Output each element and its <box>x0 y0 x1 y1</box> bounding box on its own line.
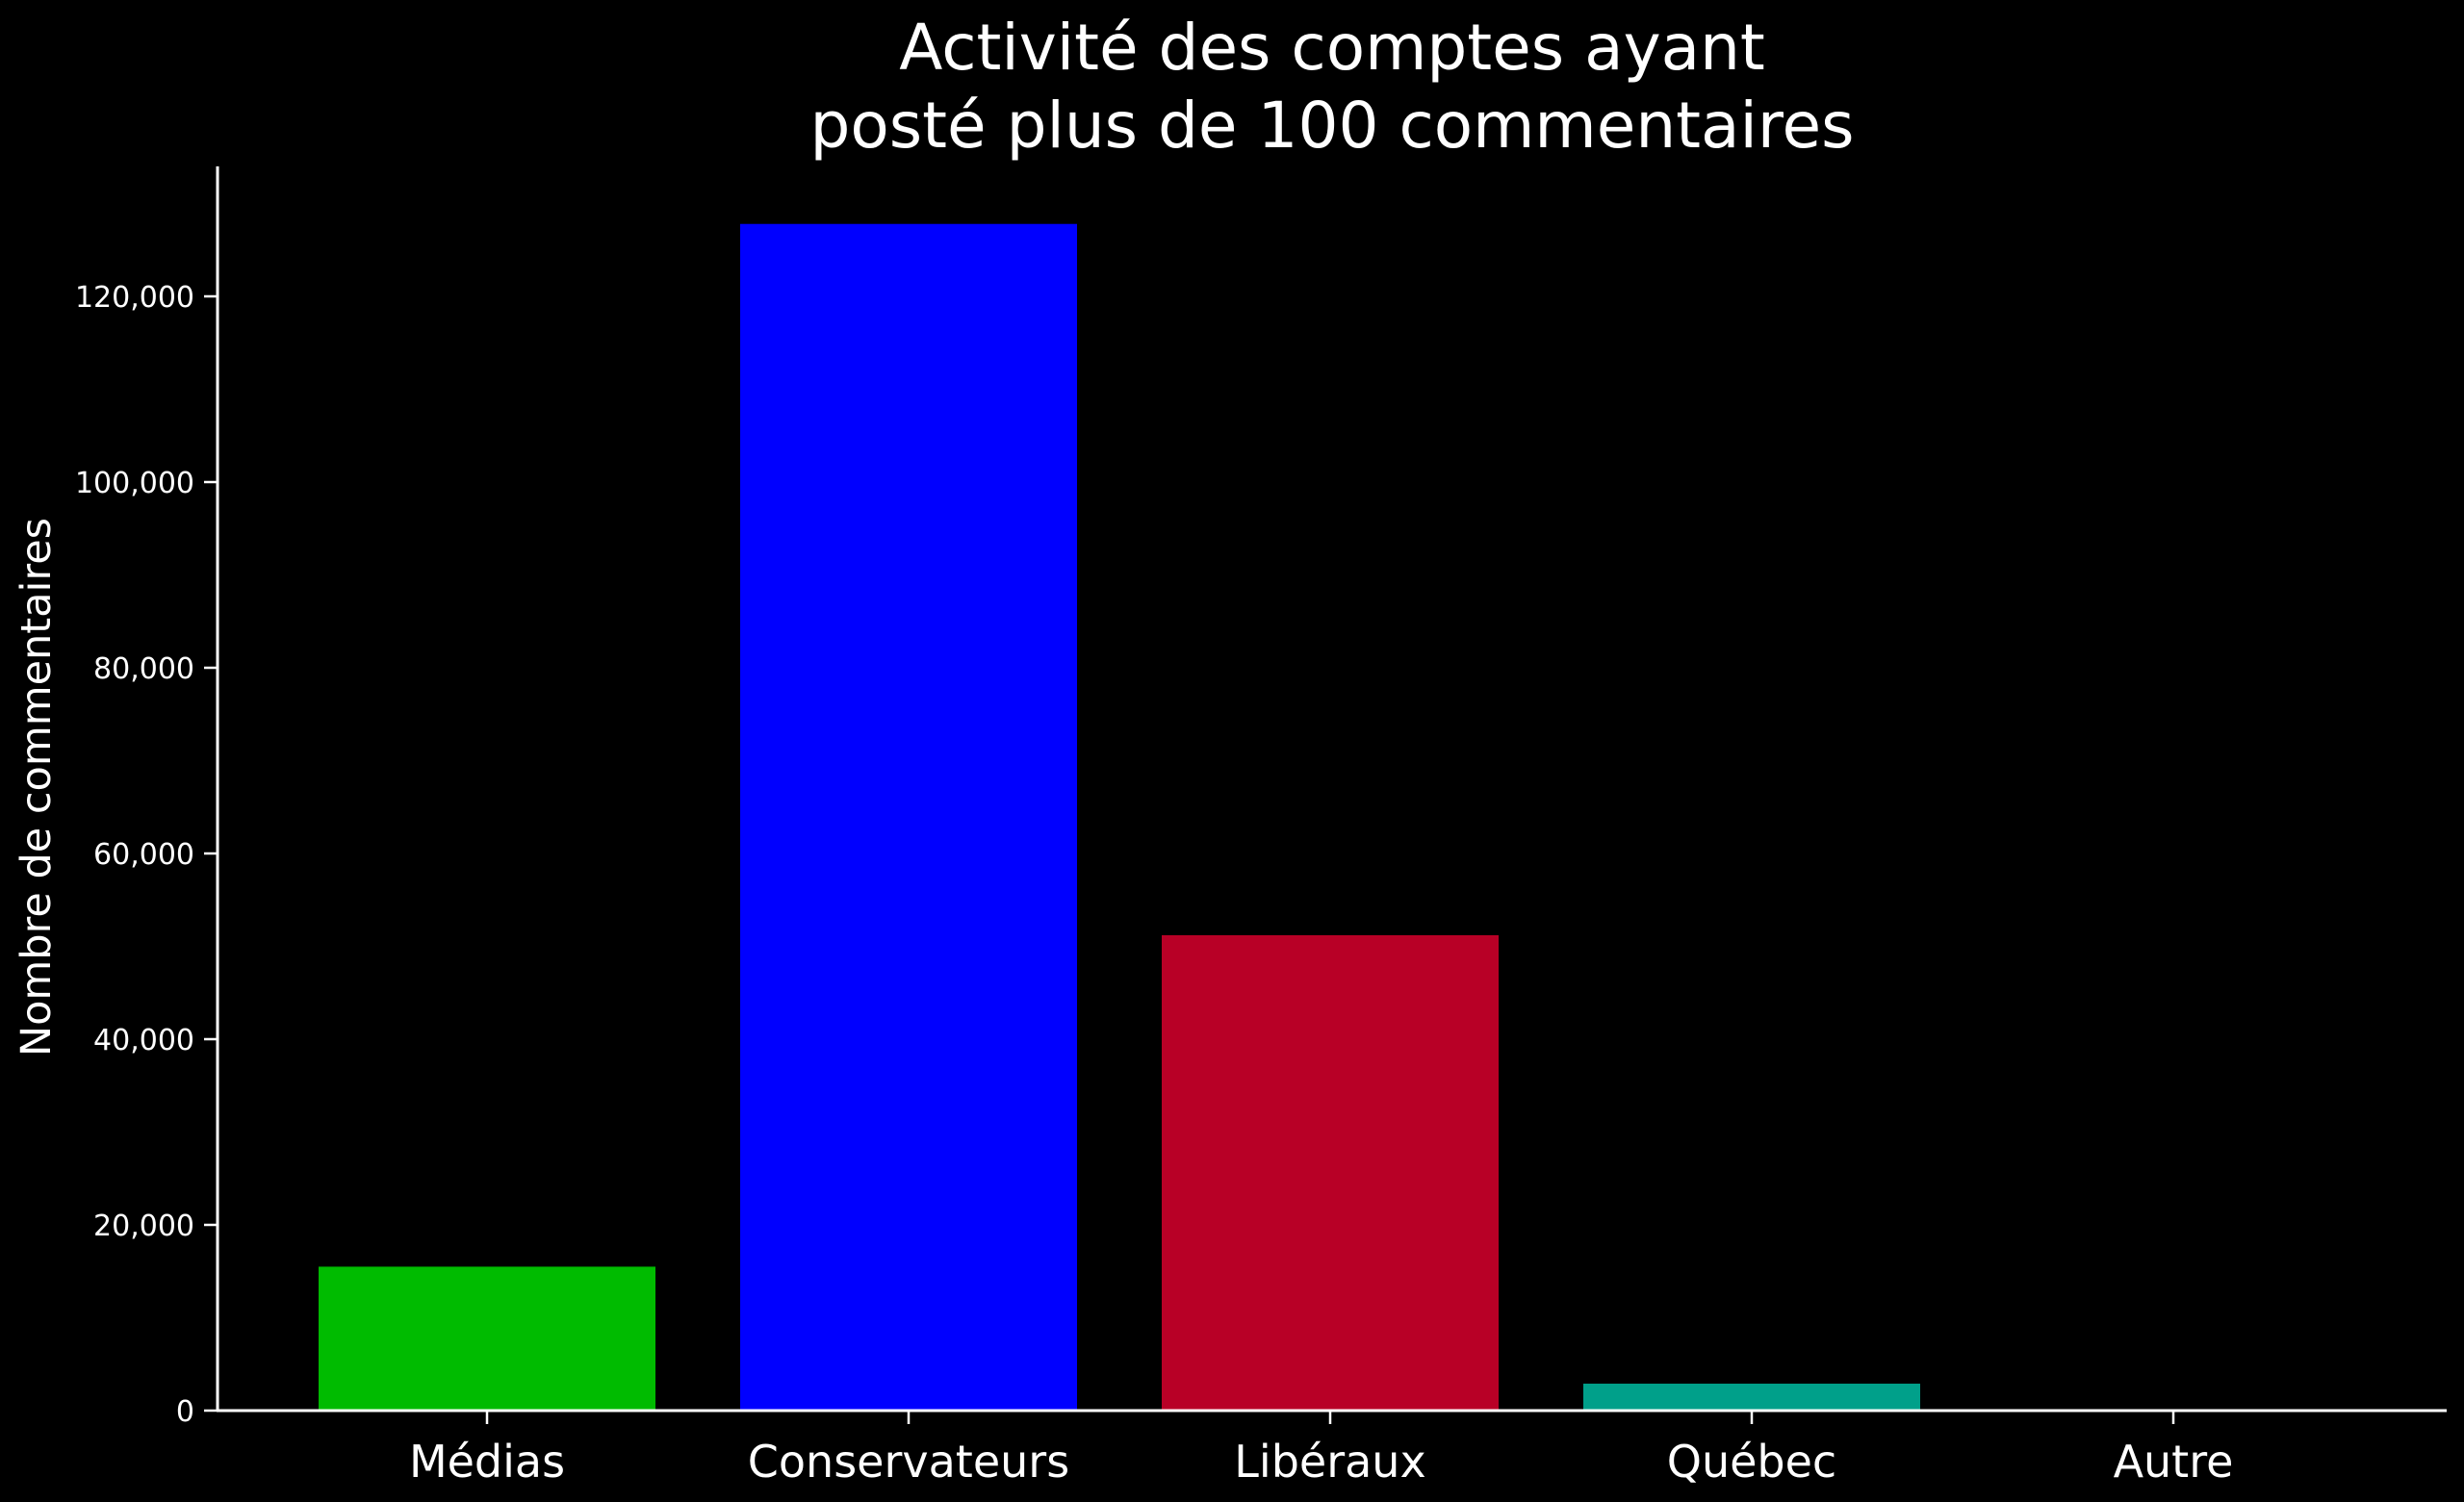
y-tick-label-4: 60,000 <box>93 838 194 872</box>
x-tick-label-4: Québec <box>1667 1436 1836 1488</box>
y-tick-label-2: 20,000 <box>93 1209 194 1243</box>
chart-title-line-1: Activité des comptes ayant <box>899 11 1765 85</box>
x-tick-label-3: Libéraux <box>1234 1436 1425 1488</box>
y-tick-label-6: 100,000 <box>75 467 194 500</box>
bar-4 <box>1583 1384 1920 1411</box>
y-tick-label-5: 80,000 <box>93 652 194 686</box>
bars-group <box>319 223 2342 1412</box>
x-axis: Médias Conservateurs Libéraux Québec Autre <box>217 1409 2447 1488</box>
y-axis-label: Nombre de commentaires <box>13 518 61 1056</box>
y-tick-label-7: 120,000 <box>75 281 194 315</box>
x-tick-label-5: Autre <box>2114 1436 2234 1488</box>
chart-title-line-2: posté plus de 100 commentaires <box>809 89 1854 163</box>
bar-1 <box>319 1266 655 1411</box>
bar-3 <box>1162 934 1499 1411</box>
bar-2 <box>740 223 1077 1412</box>
y-tick-label-1: 0 <box>176 1395 194 1429</box>
x-tick-label-2: Conservateurs <box>748 1436 1069 1488</box>
y-axis: 0 20,000 40,000 60,000 80,000 100,000 120,000 <box>75 165 219 1429</box>
y-tick-label-3: 40,000 <box>93 1024 194 1057</box>
x-tick-label-1: Médias <box>409 1436 565 1488</box>
